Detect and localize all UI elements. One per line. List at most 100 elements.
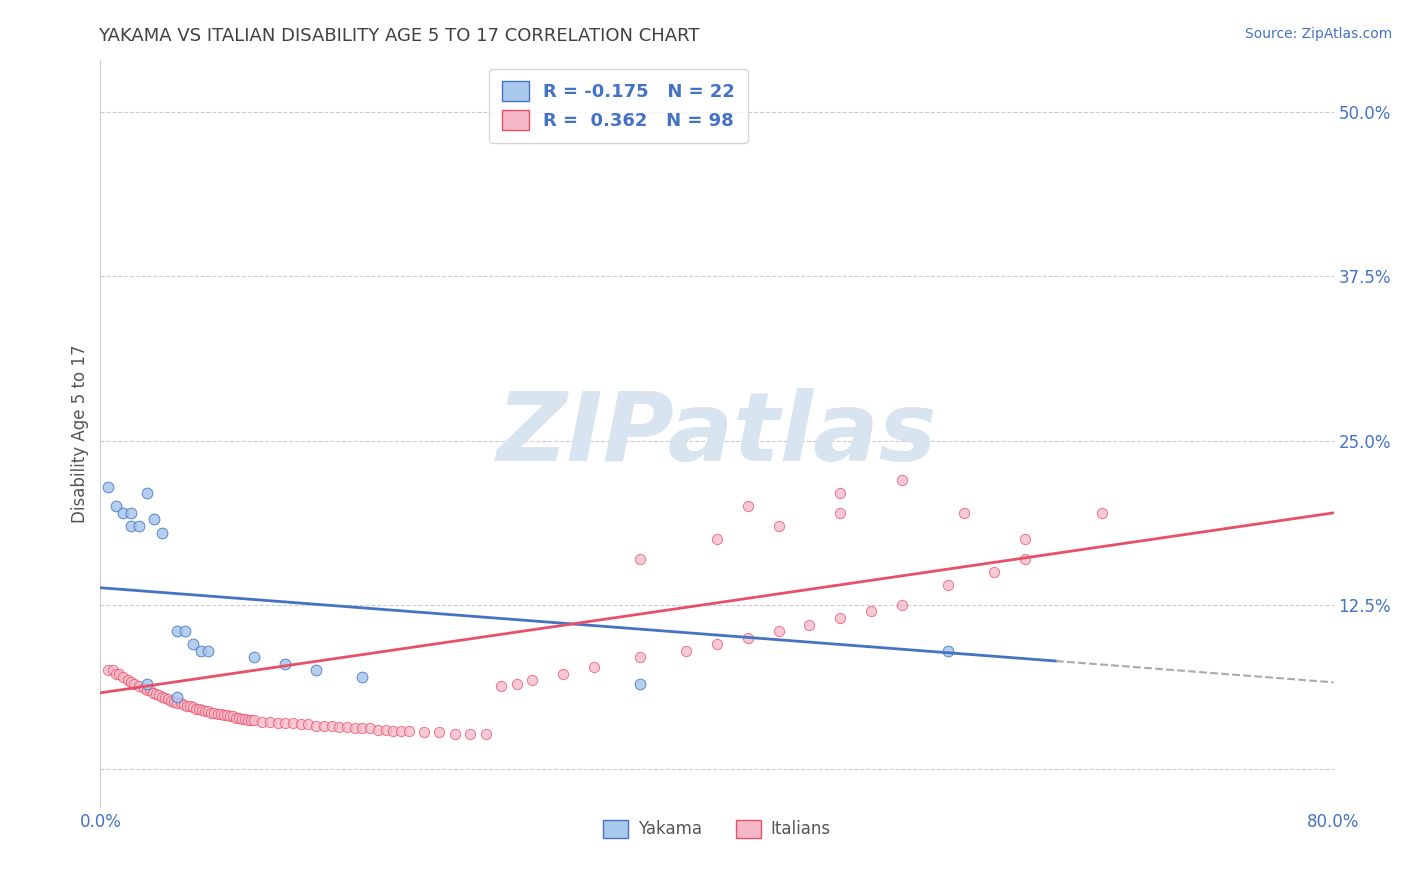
Point: [218, 709, 240, 723]
Point: [197, 644, 219, 658]
Point: [830, 506, 852, 520]
Point: [166, 690, 188, 704]
Point: [305, 664, 328, 678]
Point: [290, 717, 312, 731]
Point: [120, 506, 142, 520]
Point: [204, 706, 226, 720]
Text: Source: ZipAtlas.com: Source: ZipAtlas.com: [1244, 27, 1392, 41]
Point: [737, 500, 759, 514]
Point: [200, 706, 222, 720]
Point: [352, 721, 374, 735]
Point: [952, 506, 974, 520]
Point: [628, 676, 651, 690]
Point: [336, 720, 359, 734]
Point: [120, 519, 142, 533]
Point: [163, 695, 186, 709]
Point: [389, 723, 412, 738]
Point: [135, 486, 157, 500]
Point: [706, 637, 728, 651]
Point: [120, 675, 142, 690]
Point: [628, 650, 651, 665]
Point: [429, 725, 451, 739]
Point: [890, 473, 912, 487]
Point: [505, 676, 527, 690]
Point: [97, 664, 120, 678]
Point: [150, 525, 173, 540]
Point: [212, 708, 235, 723]
Point: [135, 676, 157, 690]
Point: [628, 551, 651, 566]
Point: [128, 519, 150, 533]
Point: [108, 667, 131, 681]
Point: [184, 701, 207, 715]
Point: [112, 506, 135, 520]
Point: [225, 711, 247, 725]
Point: [240, 714, 263, 728]
Point: [551, 667, 574, 681]
Point: [117, 673, 139, 687]
Point: [259, 714, 281, 729]
Point: [222, 709, 245, 723]
Point: [190, 644, 212, 658]
Point: [132, 681, 155, 695]
Point: [128, 679, 150, 693]
Point: [489, 679, 512, 693]
Point: [135, 683, 157, 698]
Point: [243, 650, 266, 665]
Point: [398, 723, 420, 738]
Point: [138, 683, 160, 698]
Text: ZIPatlas: ZIPatlas: [496, 387, 938, 481]
Point: [297, 717, 319, 731]
Point: [266, 716, 288, 731]
Point: [145, 687, 167, 701]
Point: [1091, 506, 1114, 520]
Point: [768, 519, 790, 533]
Point: [176, 698, 198, 713]
Point: [153, 691, 176, 706]
Point: [194, 704, 217, 718]
Point: [706, 532, 728, 546]
Point: [382, 723, 405, 738]
Point: [181, 700, 204, 714]
Point: [1014, 532, 1036, 546]
Point: [328, 720, 350, 734]
Point: [305, 719, 328, 733]
Point: [367, 723, 389, 737]
Point: [343, 721, 366, 735]
Point: [148, 689, 170, 703]
Point: [207, 706, 229, 721]
Point: [166, 624, 188, 638]
Point: [737, 631, 759, 645]
Point: [122, 676, 145, 690]
Point: [799, 617, 821, 632]
Point: [1014, 551, 1036, 566]
Point: [312, 719, 335, 733]
Point: [359, 721, 381, 735]
Point: [104, 500, 127, 514]
Point: [233, 712, 256, 726]
Point: [231, 712, 253, 726]
Point: [143, 512, 166, 526]
Point: [142, 686, 165, 700]
Point: [936, 644, 959, 658]
Point: [582, 659, 605, 673]
Point: [474, 726, 496, 740]
Point: [860, 604, 883, 618]
Point: [936, 578, 959, 592]
Point: [157, 692, 180, 706]
Point: [352, 670, 374, 684]
Point: [238, 714, 260, 728]
Point: [97, 479, 120, 493]
Point: [890, 598, 912, 612]
Point: [188, 701, 211, 715]
Point: [321, 719, 343, 733]
Point: [160, 694, 183, 708]
Y-axis label: Disability Age 5 to 17: Disability Age 5 to 17: [72, 345, 89, 524]
Point: [983, 565, 1005, 579]
Point: [191, 703, 214, 717]
Point: [112, 670, 135, 684]
Point: [281, 716, 304, 731]
Point: [197, 704, 219, 718]
Point: [830, 611, 852, 625]
Point: [169, 697, 191, 711]
